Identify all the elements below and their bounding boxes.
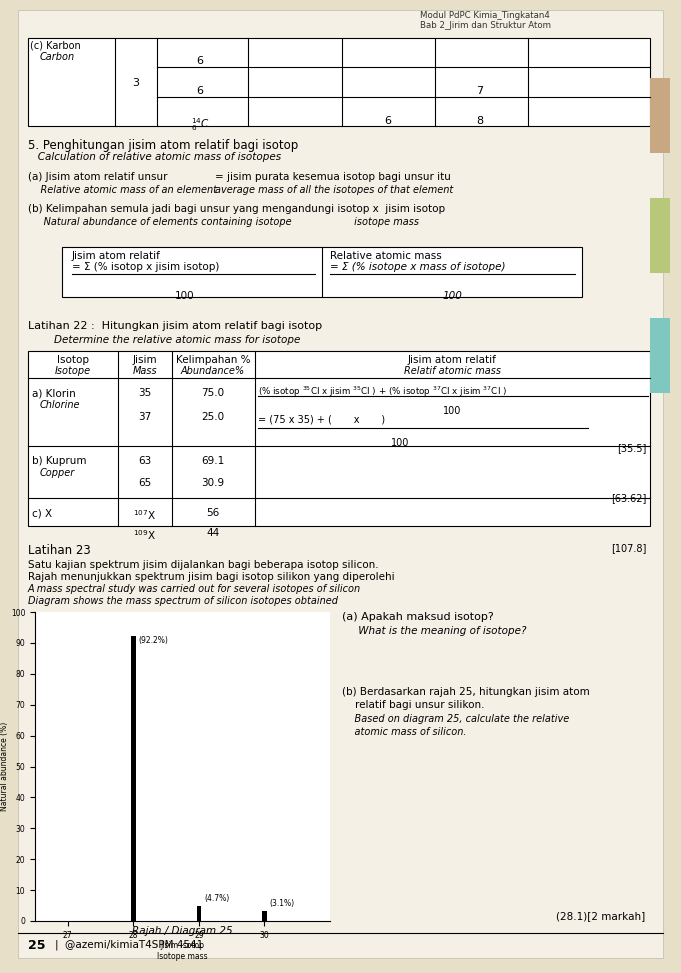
Text: 100: 100: [442, 291, 462, 301]
Text: 5. Penghitungan jisim atom relatif bagi isotop: 5. Penghitungan jisim atom relatif bagi …: [28, 139, 298, 152]
Text: Determine the relative atomic mass for isotope: Determine the relative atomic mass for i…: [28, 335, 300, 345]
Bar: [650, 198, 670, 273]
Text: Based on diagram 25, calculate the relative: Based on diagram 25, calculate the relat…: [342, 714, 569, 724]
Text: Jisim atom relatif: Jisim atom relatif: [407, 355, 496, 365]
Text: Relative atomic mass of an element: Relative atomic mass of an element: [28, 185, 217, 195]
Text: 6: 6: [197, 86, 204, 96]
Bar: [650, 78, 670, 153]
Text: Satu kajian spektrum jisim dijalankan bagi beberapa isotop silicon.: Satu kajian spektrum jisim dijalankan ba…: [28, 560, 379, 570]
Text: 65: 65: [138, 478, 152, 488]
Text: 75.0: 75.0: [202, 388, 225, 398]
Text: Jisim: Jisim: [133, 355, 157, 365]
Text: Jisim atom relatif: Jisim atom relatif: [72, 251, 161, 261]
Text: 100: 100: [443, 406, 461, 416]
Text: (3.1%): (3.1%): [270, 899, 295, 909]
Text: A mass spectral study was carried out for several isotopes of silicon: A mass spectral study was carried out fo…: [28, 584, 361, 594]
Text: c) X: c) X: [32, 508, 52, 518]
Text: (a) Jisim atom relatif unsur: (a) Jisim atom relatif unsur: [28, 172, 168, 182]
Text: Diagram shows the mass spectrum of silicon isotopes obtained: Diagram shows the mass spectrum of silic…: [28, 596, 338, 606]
Text: 37: 37: [138, 412, 152, 422]
Text: (% isotop $^{35}$Cl x jisim $^{35}$Cl ) + (% isotop $^{37}$Cl x jisim $^{37}$Cl : (% isotop $^{35}$Cl x jisim $^{35}$Cl ) …: [258, 385, 507, 399]
Text: (b) Berdasarkan rajah 25, hitungkan jisim atom: (b) Berdasarkan rajah 25, hitungkan jisi…: [342, 687, 590, 697]
Text: Copper: Copper: [40, 468, 75, 478]
Text: $^{107}$X: $^{107}$X: [133, 508, 157, 522]
Text: [107.8]: [107.8]: [612, 543, 647, 553]
Text: 44: 44: [206, 528, 220, 538]
Text: Natural abundance of elements containing isotope                    isotope mass: Natural abundance of elements containing…: [28, 217, 419, 227]
Text: 6: 6: [385, 116, 392, 126]
Text: Isotop: Isotop: [57, 355, 89, 365]
Text: (28.1)[2 markah]: (28.1)[2 markah]: [556, 911, 645, 921]
Text: = Σ (% isotop x jisim isotop): = Σ (% isotop x jisim isotop): [72, 262, 219, 272]
Text: = (75 x 35) + (       x       ): = (75 x 35) + ( x ): [258, 415, 385, 425]
Bar: [28, 351, 650, 526]
Text: 30.9: 30.9: [202, 478, 225, 488]
Bar: [62, 247, 582, 297]
Text: Chlorine: Chlorine: [40, 400, 80, 410]
Text: b) Kuprum: b) Kuprum: [32, 456, 86, 466]
Text: (a) Apakah maksud isotop?: (a) Apakah maksud isotop?: [342, 612, 494, 622]
Text: Latihan 23: Latihan 23: [28, 544, 91, 557]
Text: Relative atomic mass: Relative atomic mass: [330, 251, 442, 261]
Text: 3: 3: [133, 78, 140, 88]
Y-axis label: Kelimpahan semula jadi (%)
Natural abundance (%): Kelimpahan semula jadi (%) Natural abund…: [0, 713, 10, 820]
Text: Latihan 22 :  Hitungkan jisim atom relatif bagi isotop: Latihan 22 : Hitungkan jisim atom relati…: [28, 321, 322, 331]
Text: Isotope: Isotope: [55, 366, 91, 376]
Text: $^{14}_{6}C$: $^{14}_{6}C$: [191, 116, 210, 132]
Text: Modul PdPC Kimia_Tingkatan4: Modul PdPC Kimia_Tingkatan4: [420, 11, 550, 20]
X-axis label: Jisim isotop
Isotope mass: Jisim isotop Isotope mass: [157, 941, 208, 960]
Text: 25: 25: [28, 939, 46, 952]
Text: [35.5]: [35.5]: [618, 443, 647, 453]
Bar: [197, 907, 201, 921]
Text: (c) Karbon: (c) Karbon: [30, 41, 81, 51]
Text: @azemi/kimiaT4SPM 4541: @azemi/kimiaT4SPM 4541: [65, 939, 203, 949]
Text: Kelimpahan %: Kelimpahan %: [176, 355, 250, 365]
Text: Calculation of relative atomic mass of isotopes: Calculation of relative atomic mass of i…: [28, 152, 281, 162]
Text: [63.62]: [63.62]: [612, 493, 647, 503]
Text: 25.0: 25.0: [202, 412, 225, 422]
Text: (4.7%): (4.7%): [204, 894, 229, 903]
Text: 69.1: 69.1: [202, 456, 225, 466]
Text: 100: 100: [175, 291, 195, 301]
Bar: [650, 318, 670, 393]
Bar: [262, 912, 267, 921]
Text: Relatif atomic mass: Relatif atomic mass: [404, 366, 501, 376]
Text: Rajah / Diagram 25: Rajah / Diagram 25: [131, 926, 232, 936]
Text: Mass: Mass: [133, 366, 157, 376]
Text: Rajah menunjukkan spektrum jisim bagi isotop silikon yang diperolehi: Rajah menunjukkan spektrum jisim bagi is…: [28, 572, 394, 582]
Text: $^{109}$X: $^{109}$X: [133, 528, 157, 542]
Text: 8: 8: [477, 116, 484, 126]
Text: 100: 100: [391, 438, 409, 448]
Text: a) Klorin: a) Klorin: [32, 388, 76, 398]
Bar: [131, 636, 136, 921]
Text: average mass of all the isotopes of that element: average mass of all the isotopes of that…: [215, 185, 454, 195]
Bar: [28, 38, 650, 126]
Text: Abundance%: Abundance%: [181, 366, 245, 376]
Text: Bab 2_Jirim dan Struktur Atom: Bab 2_Jirim dan Struktur Atom: [420, 21, 551, 30]
Text: = Σ (% isotope x mass of isotope): = Σ (% isotope x mass of isotope): [330, 262, 505, 272]
Text: 56: 56: [206, 508, 220, 518]
Text: 63: 63: [138, 456, 152, 466]
Text: atomic mass of silicon.: atomic mass of silicon.: [342, 727, 466, 737]
Text: = jisim purata kesemua isotop bagi unsur itu: = jisim purata kesemua isotop bagi unsur…: [215, 172, 451, 182]
Text: 35: 35: [138, 388, 152, 398]
Text: |: |: [55, 939, 59, 950]
Text: What is the meaning of isotope?: What is the meaning of isotope?: [342, 626, 526, 636]
Text: 6: 6: [197, 56, 204, 66]
Text: relatif bagi unsur silikon.: relatif bagi unsur silikon.: [342, 700, 484, 710]
Text: (b) Kelimpahan semula jadi bagi unsur yang mengandungi isotop x  jisim isotop: (b) Kelimpahan semula jadi bagi unsur ya…: [28, 204, 445, 214]
Text: (92.2%): (92.2%): [138, 636, 168, 645]
Text: 7: 7: [477, 86, 484, 96]
Text: Carbon: Carbon: [40, 52, 75, 62]
